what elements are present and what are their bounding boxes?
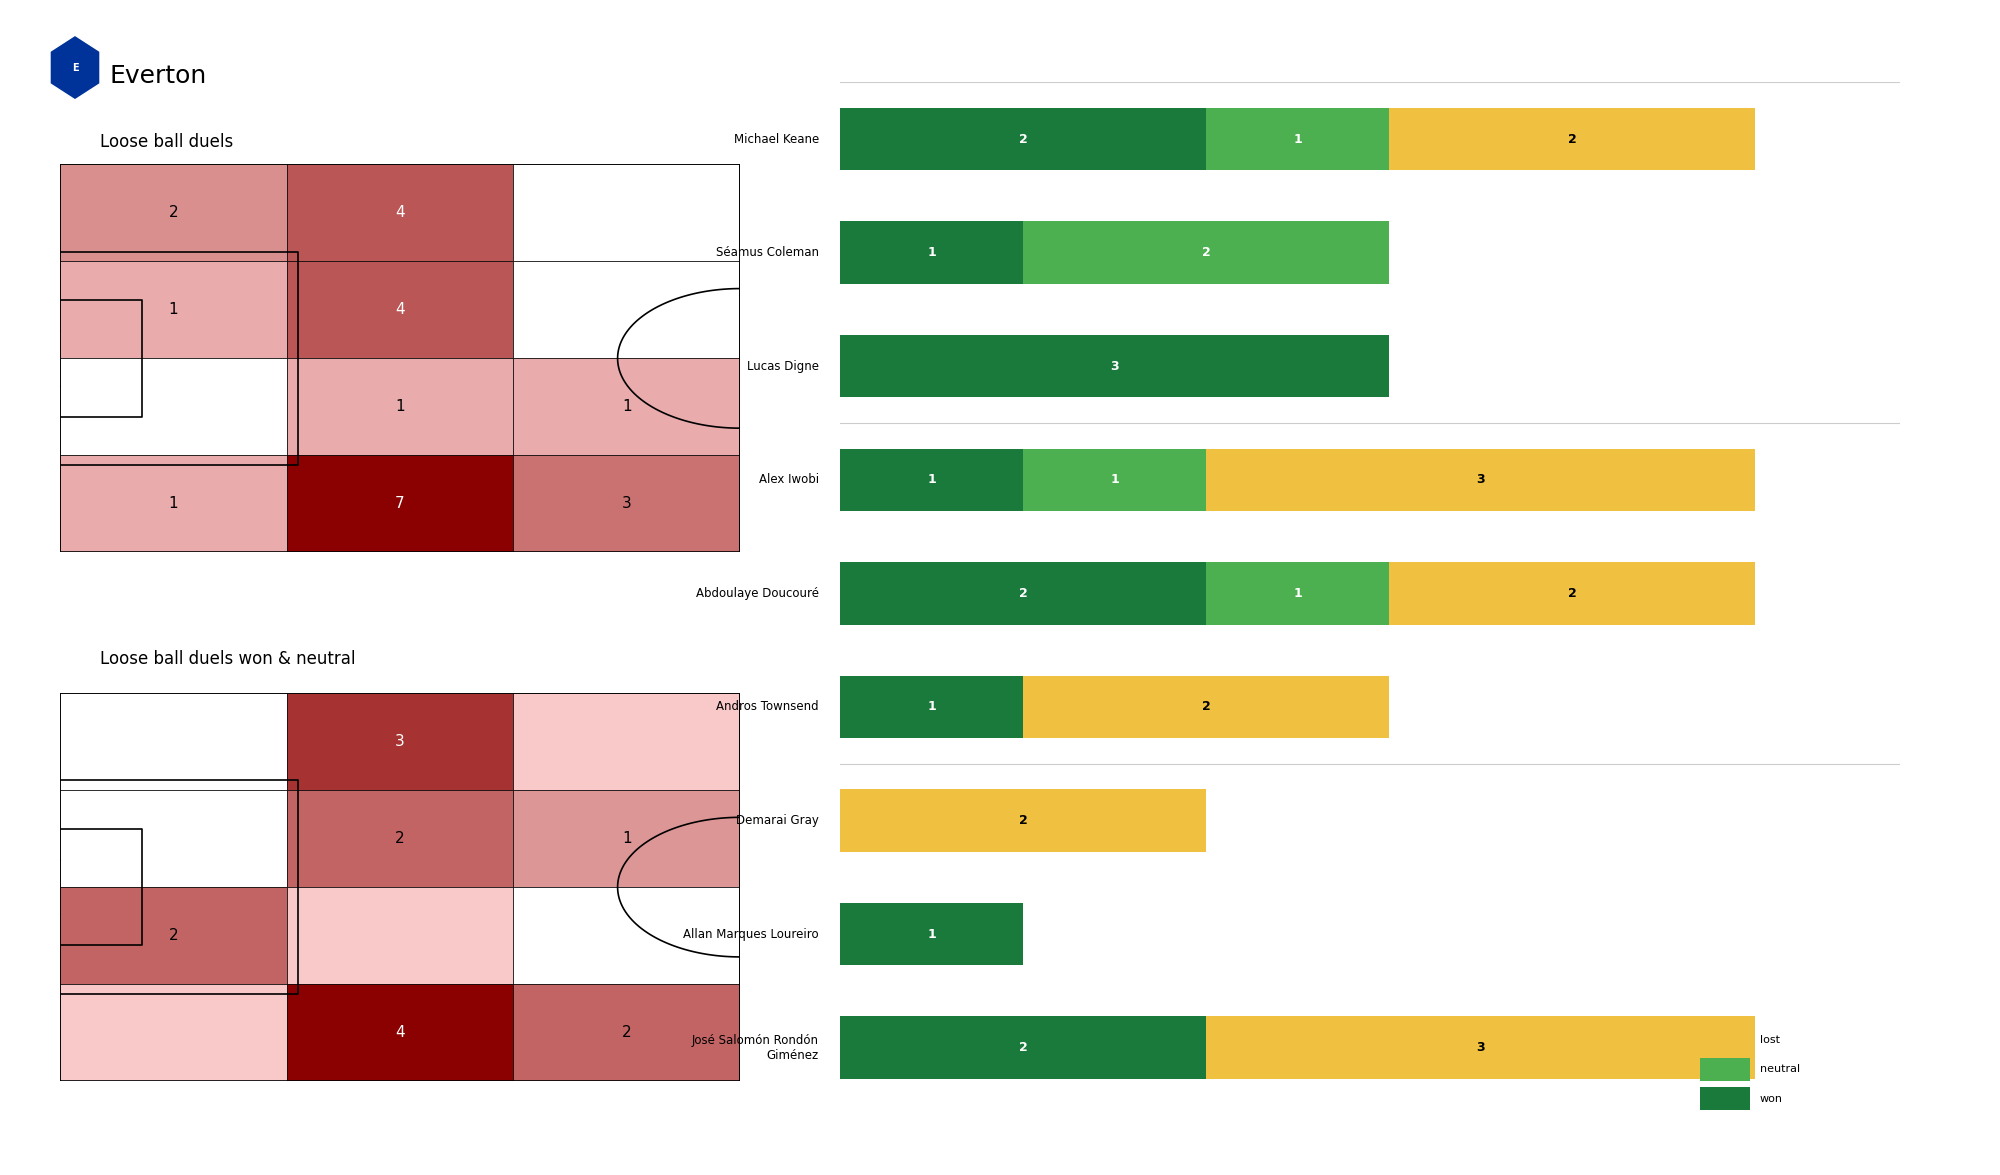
Text: 1: 1 <box>1294 133 1302 146</box>
Text: 1: 1 <box>928 927 936 941</box>
Text: 2: 2 <box>1018 1041 1028 1054</box>
Bar <box>514 165 740 261</box>
Text: lost: lost <box>1760 1035 1780 1045</box>
Bar <box>840 902 1024 966</box>
Text: 4: 4 <box>396 206 404 221</box>
Text: 2: 2 <box>1018 586 1028 600</box>
Bar <box>514 358 740 455</box>
Text: 3: 3 <box>622 496 632 511</box>
Bar <box>514 262 740 358</box>
Bar <box>1206 449 1756 511</box>
Bar <box>1024 676 1390 738</box>
Text: 3: 3 <box>396 734 404 750</box>
Text: 1: 1 <box>168 496 178 511</box>
Bar <box>514 887 740 985</box>
Bar <box>286 262 514 358</box>
Text: Demarai Gray: Demarai Gray <box>736 814 818 827</box>
Bar <box>286 455 514 552</box>
Text: Lucas Digne: Lucas Digne <box>746 360 818 372</box>
Bar <box>286 985 514 1081</box>
Text: 2: 2 <box>1568 586 1576 600</box>
Text: 2: 2 <box>396 831 404 846</box>
Text: Everton: Everton <box>110 65 208 88</box>
Text: 1: 1 <box>928 700 936 713</box>
Bar <box>60 165 286 261</box>
Bar <box>1390 562 1756 625</box>
Text: 4: 4 <box>396 1025 404 1040</box>
Bar <box>1700 1087 1750 1110</box>
Text: 1: 1 <box>622 400 632 415</box>
Bar <box>1024 221 1390 284</box>
Bar <box>286 693 514 790</box>
Text: 2: 2 <box>1568 133 1576 146</box>
Text: neutral: neutral <box>1760 1065 1800 1074</box>
Text: José Salomón Rondón
Giménez: José Salomón Rondón Giménez <box>692 1034 818 1062</box>
Text: 2: 2 <box>168 928 178 944</box>
Bar <box>60 455 286 552</box>
Bar <box>514 790 740 887</box>
Text: 2: 2 <box>1018 133 1028 146</box>
Text: Allan Marques Loureiro: Allan Marques Loureiro <box>684 927 818 941</box>
Bar <box>840 1016 1206 1079</box>
Text: 1: 1 <box>168 302 178 317</box>
Bar <box>840 108 1206 170</box>
Bar <box>840 676 1024 738</box>
Text: 2: 2 <box>1202 700 1210 713</box>
Bar <box>840 562 1206 625</box>
Text: 1: 1 <box>1294 586 1302 600</box>
Text: 3: 3 <box>1476 474 1486 486</box>
Bar <box>1700 1028 1750 1052</box>
Text: 4: 4 <box>396 302 404 317</box>
Text: 2: 2 <box>1202 246 1210 260</box>
Text: 1: 1 <box>1110 474 1120 486</box>
Bar <box>1206 108 1390 170</box>
Bar <box>840 221 1024 284</box>
Text: Andros Townsend: Andros Townsend <box>716 700 818 713</box>
Text: Loose ball duels won & neutral: Loose ball duels won & neutral <box>100 650 356 667</box>
Bar <box>60 887 286 985</box>
Text: 2: 2 <box>622 1025 632 1040</box>
Bar <box>60 693 286 790</box>
Bar <box>286 165 514 261</box>
Text: Michael Keane: Michael Keane <box>734 133 818 146</box>
Bar <box>1390 108 1756 170</box>
Text: Loose ball duels: Loose ball duels <box>100 133 234 150</box>
Text: 7: 7 <box>396 496 404 511</box>
Text: 3: 3 <box>1476 1041 1486 1054</box>
Text: 2: 2 <box>168 206 178 221</box>
Text: won: won <box>1760 1094 1784 1103</box>
Bar <box>60 358 286 455</box>
Bar <box>1700 1058 1750 1081</box>
Text: 1: 1 <box>928 474 936 486</box>
Bar <box>286 790 514 887</box>
Bar <box>1206 562 1390 625</box>
Bar <box>60 985 286 1081</box>
Bar <box>60 790 286 887</box>
Bar <box>840 335 1390 397</box>
Bar <box>1206 1016 1756 1079</box>
Text: Abdoulaye Doucouré: Abdoulaye Doucouré <box>696 586 818 600</box>
Text: 1: 1 <box>622 831 632 846</box>
Bar <box>840 790 1206 852</box>
Text: 1: 1 <box>396 400 404 415</box>
Bar <box>514 693 740 790</box>
Bar <box>514 985 740 1081</box>
Text: 3: 3 <box>1110 360 1118 372</box>
Text: 1: 1 <box>928 246 936 260</box>
Bar <box>286 887 514 985</box>
Polygon shape <box>50 35 100 100</box>
Bar <box>514 455 740 552</box>
Text: Alex Iwobi: Alex Iwobi <box>758 474 818 486</box>
Text: 2: 2 <box>1018 814 1028 827</box>
Text: Séamus Coleman: Séamus Coleman <box>716 246 818 260</box>
Bar <box>286 358 514 455</box>
Text: E: E <box>72 62 78 73</box>
Bar <box>60 262 286 358</box>
Bar <box>1024 449 1206 511</box>
Bar <box>840 449 1024 511</box>
